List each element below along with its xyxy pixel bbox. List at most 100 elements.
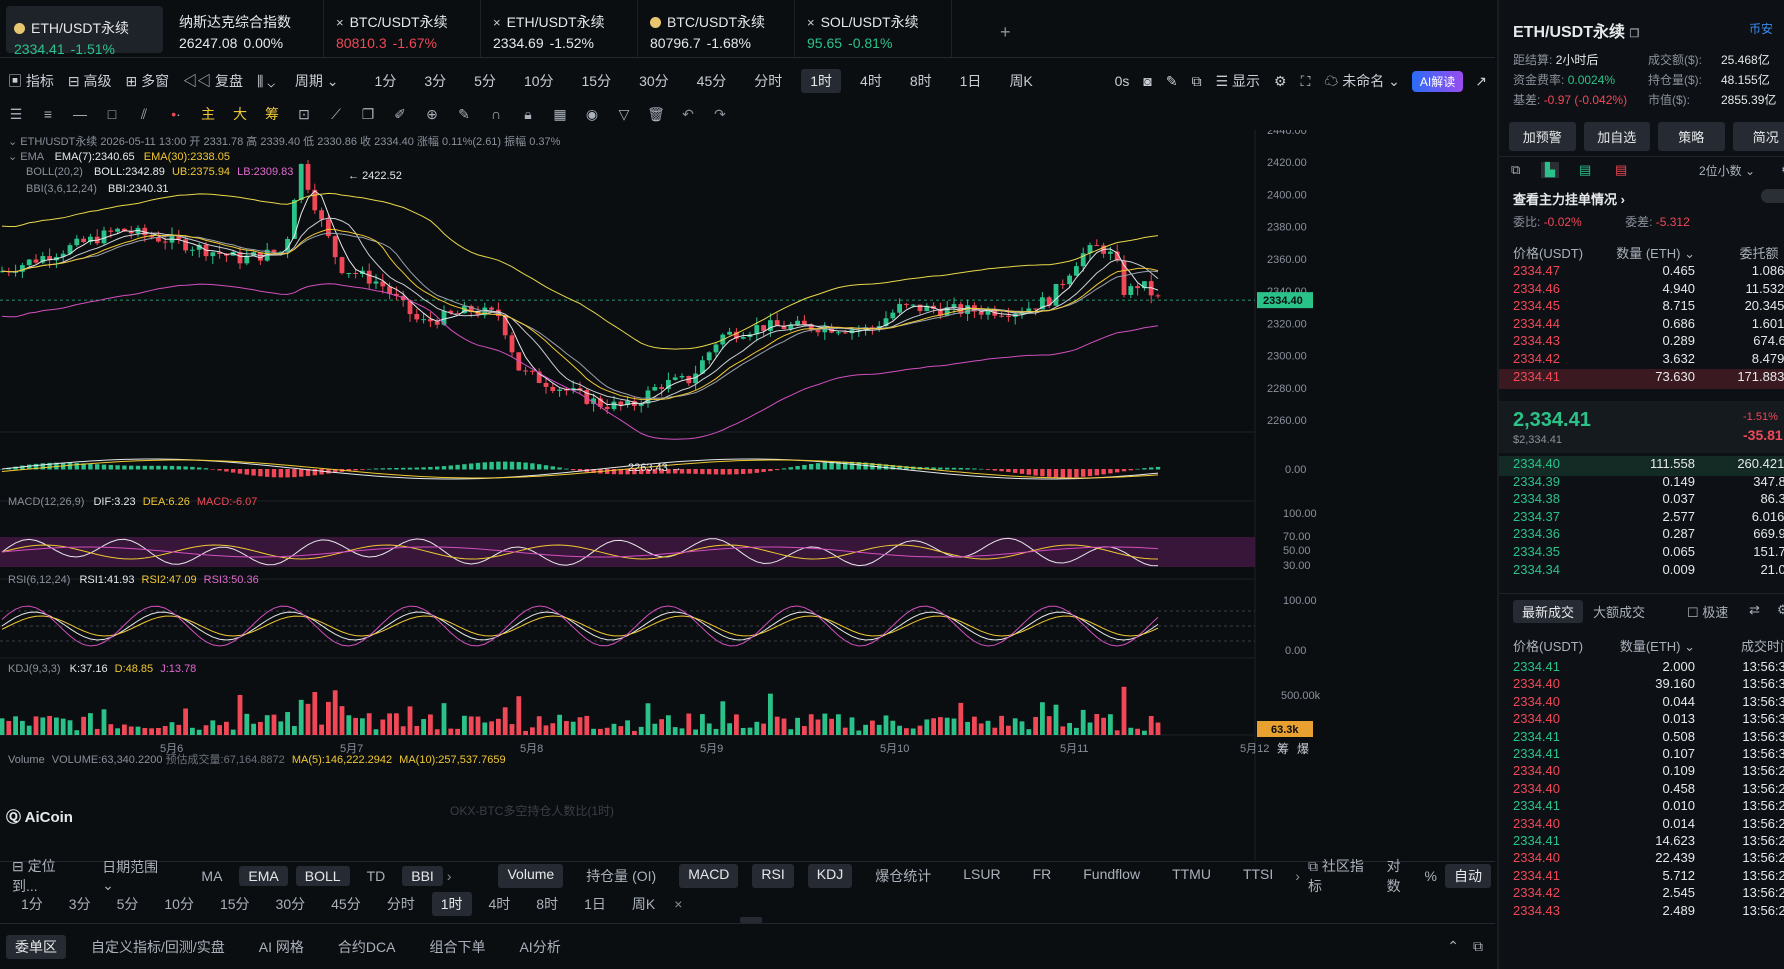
symbol-tab[interactable]: × BTC/USDT永续 80810.3 -1.67% [324, 0, 481, 57]
expand-icon[interactable]: ⧉ [1191, 72, 1202, 89]
exchange-label[interactable]: 币安 [1749, 22, 1774, 36]
ob-asks-icon[interactable]: ▤ [1615, 162, 1628, 177]
timeframe-15分[interactable]: 15分 [581, 73, 612, 89]
indicator-td[interactable]: TD [366, 867, 386, 884]
collapse-icon[interactable]: ⌄ [8, 151, 21, 163]
sub-indicator[interactable]: LSUR [963, 865, 1001, 882]
close-icon[interactable]: × [674, 896, 683, 912]
layout-dropdown[interactable]: ☁ 未命名 ⌄ [1324, 73, 1400, 89]
period-dropdown[interactable]: 周期 ⌄ [294, 73, 339, 89]
sub-indicator[interactable]: FR [1032, 865, 1052, 882]
marker-icon[interactable]: •· [171, 106, 181, 122]
timeframe-4时[interactable]: 4时 [860, 73, 882, 89]
camera-icon[interactable]: ◙ [1143, 73, 1152, 89]
add-tab-button[interactable]: + [1000, 22, 1011, 42]
locate-button[interactable]: ⊟ 定位到... [12, 857, 56, 894]
lock-icon[interactable]: 🔒︎ [524, 105, 532, 122]
copy-icon[interactable]: ❐ [1629, 28, 1640, 40]
ruler-icon[interactable]: ⟋ [331, 105, 341, 122]
filter-icon[interactable]: ⇄ [1749, 602, 1760, 617]
panel-tab[interactable]: 自定义指标/回测/实盘 [91, 938, 225, 955]
trash-icon[interactable]: 🗑︎ [647, 105, 665, 122]
timeframe-1日[interactable]: 1日 [584, 896, 606, 912]
highlighter-icon[interactable]: ✎ [458, 105, 470, 122]
close-icon[interactable]: × [807, 14, 815, 30]
kline-chart[interactable]: 2440.002420.002400.002380.002360.002340.… [0, 130, 1495, 860]
fast-checkbox[interactable]: ☐ 极速 [1687, 605, 1729, 620]
auto-toggle[interactable]: 自动 [1445, 863, 1491, 888]
symbol-tab[interactable]: 纳斯达克综合指数 26247.08 0.00% [167, 0, 324, 57]
rect-icon[interactable]: □ [107, 106, 117, 122]
sub-indicator[interactable]: RSI [752, 863, 794, 888]
advanced-button[interactable]: ⊟ 高级 [67, 73, 112, 89]
sub-indicator[interactable]: Volume [498, 863, 564, 888]
timeframe-10分[interactable]: 10分 [164, 896, 194, 912]
symbol-tab[interactable]: × SOL/USDT永续 95.65 -0.81% [795, 0, 952, 57]
close-icon[interactable]: × [336, 14, 344, 30]
timeframe-10分[interactable]: 10分 [523, 73, 554, 89]
chart-area[interactable]: 2440.00 2420.00 2400.00 2380.00 2360.00 2340.… [0, 130, 1495, 860]
collapse-up-icon[interactable]: ⌃ [1447, 938, 1459, 954]
calc-icon[interactable]: ⊡ [298, 105, 310, 122]
sub-indicator[interactable]: TTSI [1242, 865, 1274, 882]
watch-main-orders-link[interactable]: 查看主力挂单情况 › [1513, 192, 1625, 207]
timeframe-1分[interactable]: 1分 [374, 73, 397, 89]
fullscreen-icon[interactable]: ⛶ [1300, 72, 1311, 89]
chip-toggle[interactable]: 筹 [265, 106, 279, 122]
symbol-tab[interactable]: BTC/USDT永续 80796.7 -1.68% [638, 0, 795, 57]
settings-icon[interactable]: ⚙ [1781, 162, 1784, 178]
sub-indicator[interactable]: Fundflow [1083, 865, 1141, 882]
chip-label[interactable]: 筹 [1277, 742, 1289, 756]
burst-label[interactable]: 爆 [1297, 742, 1309, 756]
indicators-button[interactable]: ▣ 指标 [8, 73, 54, 89]
timeframe-4时[interactable]: 4时 [488, 896, 511, 912]
collapse-icon[interactable]: ⌄ [8, 136, 21, 148]
ai-interpret-button[interactable]: AI解读 [1411, 70, 1464, 92]
magnet-icon[interactable]: ∩ [490, 106, 502, 122]
panel-tab[interactable]: 合约DCA [337, 938, 396, 955]
hline-icon[interactable]: — [73, 106, 87, 122]
sub-indicator[interactable]: 爆仓统计 [875, 867, 932, 884]
redo-icon[interactable]: ↷ [714, 105, 726, 122]
chart-type-button[interactable]: ⫼ ⌄ [257, 73, 275, 90]
brush-icon[interactable]: ✐ [394, 105, 406, 122]
indicator-bbi[interactable]: BBI [402, 865, 443, 886]
replay-button[interactable]: ◁◁ 复盘 [183, 73, 244, 89]
fib-icon[interactable]: ⫽ [140, 105, 148, 122]
undo-icon[interactable]: ↶ [682, 105, 694, 122]
timeframe-5分[interactable]: 5分 [116, 896, 139, 912]
date-range-dropdown[interactable]: 日期范围 ⌄ [102, 859, 159, 893]
calendar-icon[interactable]: ▦ [553, 105, 567, 122]
indicator-ma[interactable]: MA [201, 867, 223, 884]
panel-tab[interactable]: 委单区 [6, 934, 66, 959]
big-trades-tab[interactable]: 大额成交 [1593, 605, 1646, 620]
sub-indicator[interactable]: MACD [679, 863, 739, 888]
close-icon[interactable]: × [493, 14, 501, 30]
pen-icon[interactable]: ✎ [1165, 72, 1178, 89]
action-button[interactable]: 简况 [1732, 122, 1784, 151]
timeframe-1时[interactable]: 1时 [431, 892, 472, 916]
indicator-boll[interactable]: BOLL [295, 865, 350, 886]
sub-indicator[interactable]: 持仓量 (OI) [586, 867, 657, 884]
big-order-toggle[interactable]: 大 [233, 106, 247, 122]
timeframe-8时[interactable]: 8时 [909, 73, 932, 89]
zoom-icon[interactable]: ⊕ [426, 105, 438, 122]
timeframe-周K[interactable]: 周K [631, 896, 656, 912]
timeframe-5分[interactable]: 5分 [474, 73, 496, 89]
timeframe-30分[interactable]: 30分 [639, 73, 669, 89]
action-button[interactable]: 加自选 [1583, 122, 1650, 151]
panel-handle[interactable] [740, 917, 762, 923]
timeframe-1日[interactable]: 1日 [959, 73, 982, 89]
timeframe-分时[interactable]: 分时 [386, 896, 415, 912]
